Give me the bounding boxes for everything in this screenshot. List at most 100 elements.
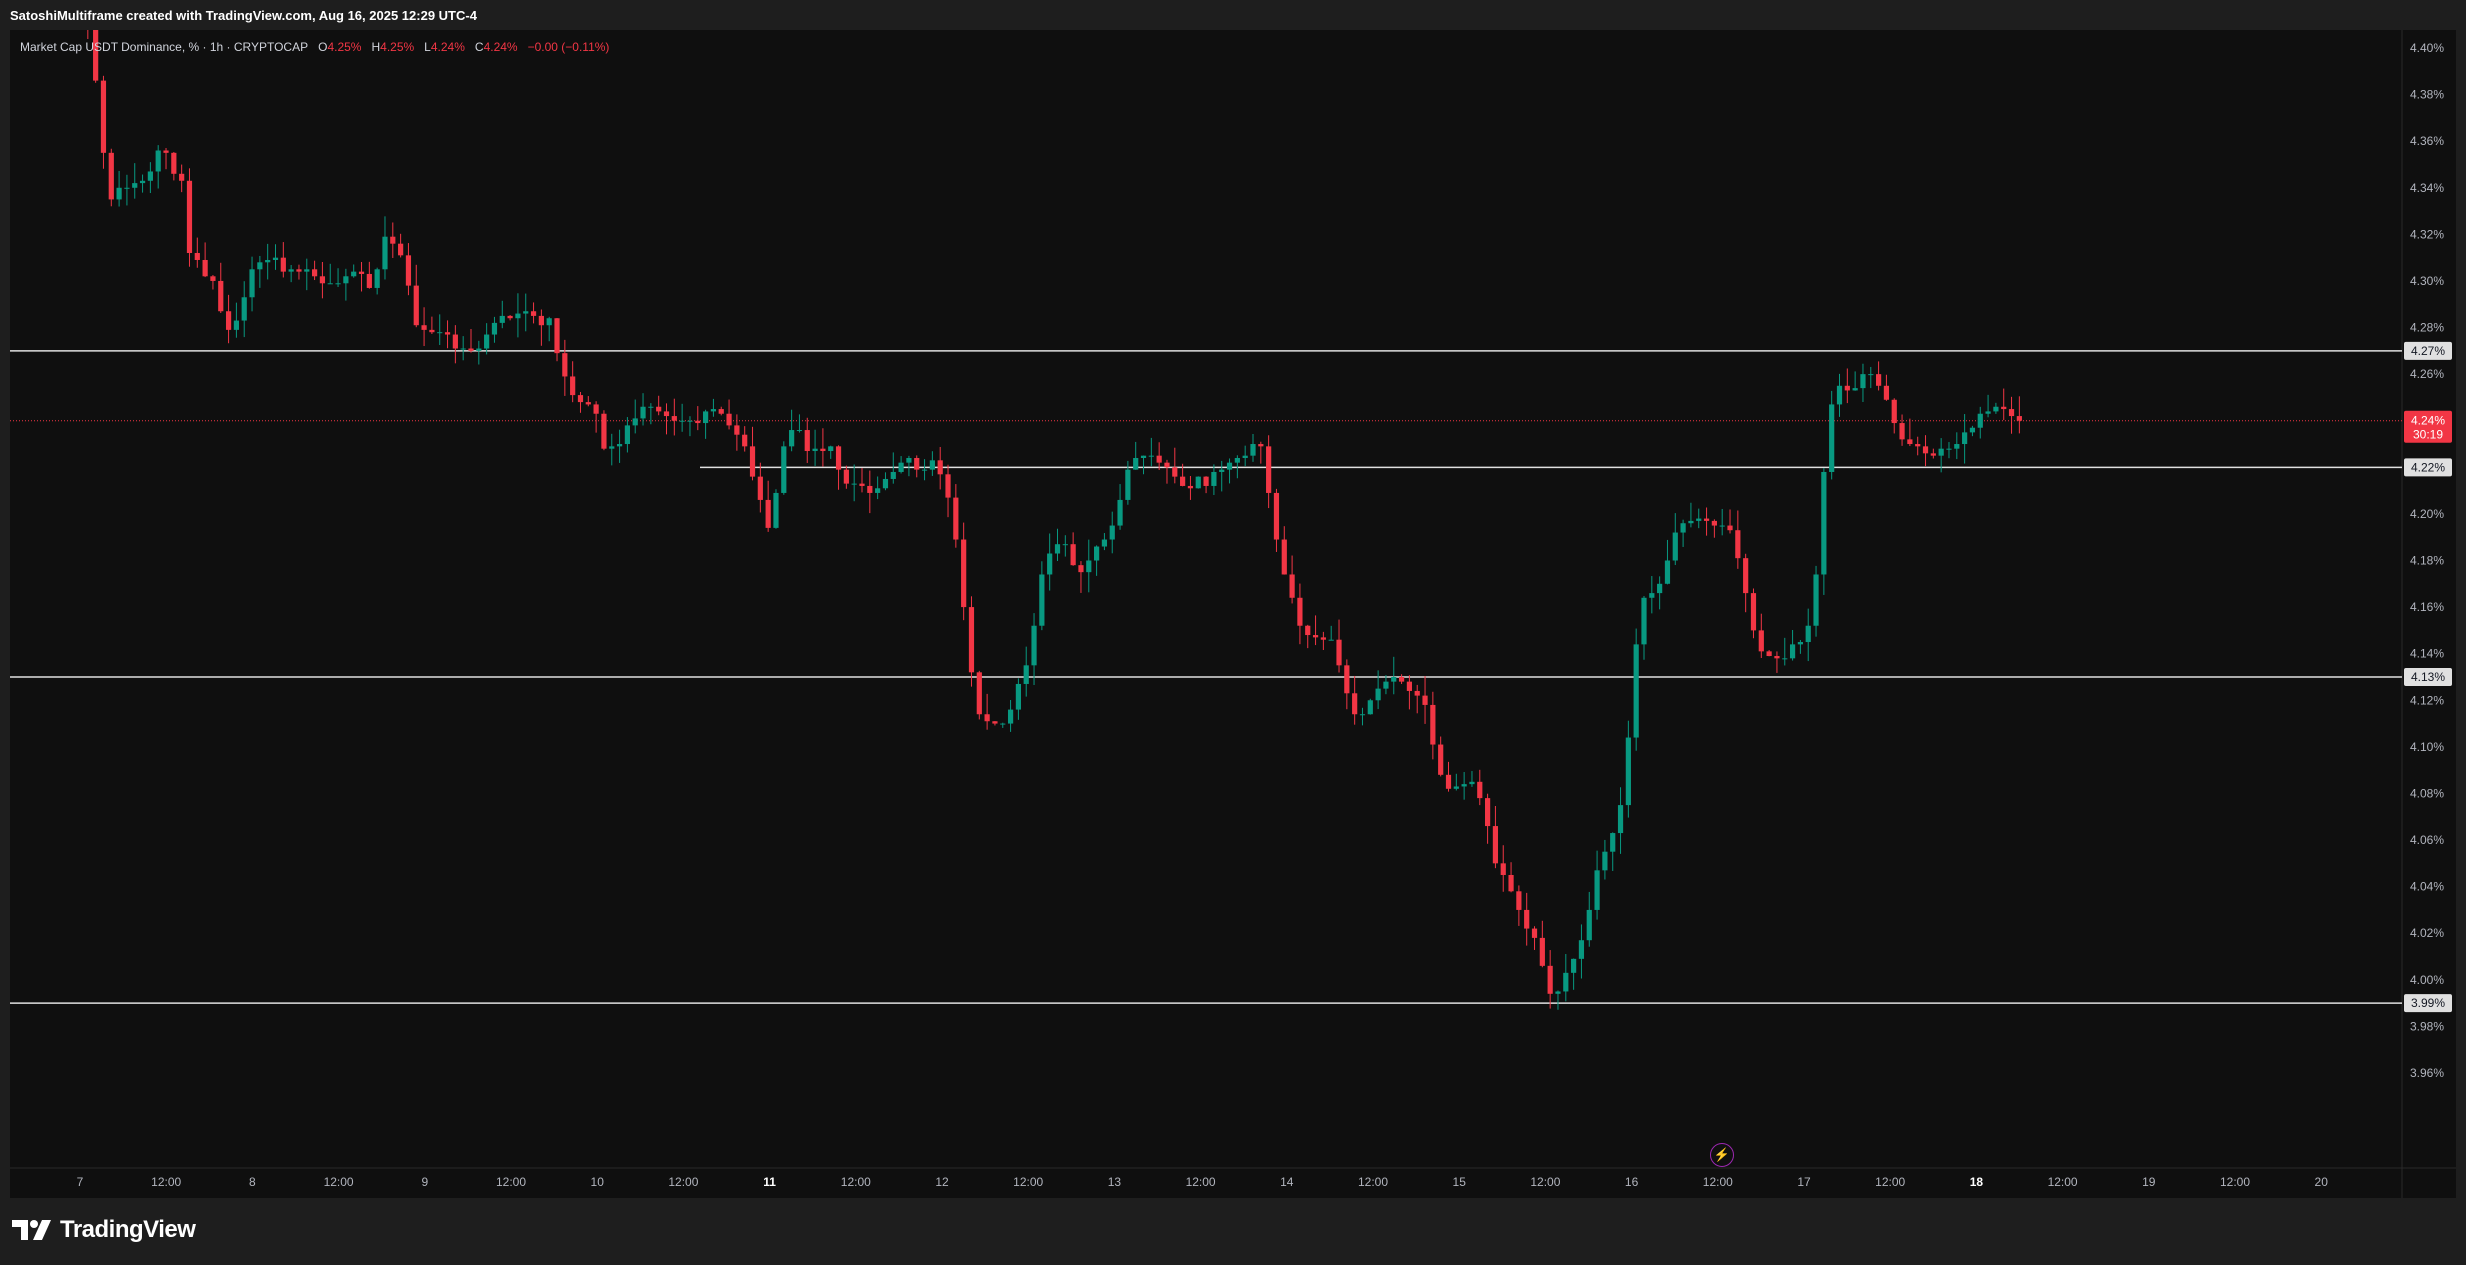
candle-body xyxy=(577,395,584,403)
candle-body xyxy=(1195,476,1201,489)
candle-body xyxy=(749,446,756,477)
candle-body xyxy=(851,483,857,485)
y-tick-label: 4.32% xyxy=(2410,227,2444,241)
candle-body xyxy=(992,721,998,724)
candle-body xyxy=(1031,625,1037,666)
tradingview-logo[interactable]: TradingView xyxy=(12,1216,196,1244)
x-tick-label: 12 xyxy=(935,1175,949,1189)
candle-body xyxy=(1344,665,1350,694)
candle-body xyxy=(1891,399,1897,424)
x-tick-label: 17 xyxy=(1797,1175,1811,1189)
candle-body xyxy=(1140,455,1147,458)
x-tick-label: 19 xyxy=(2142,1175,2156,1189)
candle-body xyxy=(538,315,544,326)
candle-body xyxy=(491,322,498,335)
candle-body xyxy=(1571,958,1577,973)
candle-body xyxy=(108,152,114,200)
candle-body xyxy=(296,269,302,272)
candle-body xyxy=(2008,409,2015,417)
candle-body xyxy=(1930,453,1936,456)
candle-body xyxy=(695,420,701,424)
candle-body xyxy=(1492,826,1499,864)
candle-body xyxy=(1406,681,1412,691)
candle-body xyxy=(1672,532,1678,561)
candle-body xyxy=(515,313,521,319)
price-line-badge xyxy=(2404,994,2452,1013)
candle-body xyxy=(1805,625,1811,643)
candle-body xyxy=(1797,642,1803,645)
candle-body xyxy=(444,332,451,335)
last-price-badge xyxy=(2404,410,2452,443)
candle-body xyxy=(1719,525,1725,527)
candle-body xyxy=(648,406,654,408)
y-tick-label: 4.40% xyxy=(2410,41,2444,55)
candle-body xyxy=(1829,404,1835,472)
x-tick-label: 12:00 xyxy=(2048,1175,2078,1189)
candle-body xyxy=(1242,455,1248,458)
y-tick-label: 4.16% xyxy=(2410,600,2444,614)
candle-body xyxy=(1946,448,1952,450)
x-tick-label: 11 xyxy=(763,1175,776,1189)
candle-body xyxy=(1180,476,1186,486)
candle-body xyxy=(1563,972,1569,992)
x-tick-label: 12:00 xyxy=(151,1175,181,1189)
candle-body xyxy=(398,243,404,256)
y-tick-label: 4.36% xyxy=(2410,134,2444,148)
candle-body xyxy=(1469,781,1475,785)
x-tick-label: 15 xyxy=(1453,1175,1467,1189)
open-label: O xyxy=(318,40,328,54)
candle-body xyxy=(1758,630,1764,652)
candle-body xyxy=(1602,851,1608,871)
candle-body xyxy=(1164,462,1170,468)
candle-body xyxy=(773,492,779,528)
candle-body xyxy=(1172,467,1178,477)
x-tick-label: 12:00 xyxy=(496,1175,526,1189)
candle-body xyxy=(1148,455,1154,457)
candle-body xyxy=(437,332,443,334)
candle-body xyxy=(1876,374,1882,386)
candle-body xyxy=(929,460,935,470)
candle-body xyxy=(452,334,458,349)
candle-body xyxy=(1187,485,1194,489)
candle-body xyxy=(366,273,372,288)
price-line-label: 4.13% xyxy=(2411,670,2445,684)
candle-body xyxy=(601,413,607,449)
candle-body xyxy=(1555,991,1561,994)
candle-body xyxy=(656,406,662,412)
price-chart[interactable]: 4.40% 4.38% 4.36% 4.34% 4.32% 4.30% 4.28% 4.26%… xyxy=(10,30,2456,1198)
candle-body xyxy=(484,334,490,349)
candle-body xyxy=(1680,523,1686,533)
candle-body xyxy=(523,311,529,314)
candle-body xyxy=(1696,518,1702,521)
candle-body xyxy=(210,276,216,281)
candle-body xyxy=(1383,681,1389,689)
candle-body xyxy=(1915,444,1921,447)
candle-body xyxy=(233,320,239,330)
candle-body xyxy=(585,402,591,405)
candle-body xyxy=(1007,709,1014,724)
candle-body xyxy=(272,257,279,260)
price-line-label: 3.99% xyxy=(2411,996,2445,1010)
candle-body xyxy=(155,150,161,172)
candle-body xyxy=(1203,476,1209,486)
low-value: 4.24% xyxy=(430,40,465,54)
candle-body xyxy=(1938,448,1944,456)
close-value: 4.24% xyxy=(483,40,518,54)
lightning-icon[interactable]: ⚡ xyxy=(1710,1143,1734,1167)
candle-body xyxy=(413,285,419,326)
candle-body xyxy=(1453,786,1459,789)
chart-area[interactable]: 4.40% 4.38% 4.36% 4.34% 4.32% 4.30% 4.28% 4.26%… xyxy=(10,30,2456,1198)
candle-body xyxy=(671,416,677,421)
candle-body xyxy=(812,448,818,452)
x-tick-label: 20 xyxy=(2315,1175,2329,1189)
candle-body xyxy=(1023,665,1029,684)
candle-body xyxy=(1531,928,1538,938)
candle-body xyxy=(1211,471,1217,486)
candle-body xyxy=(1774,656,1780,659)
candle-body xyxy=(1688,520,1694,524)
candle-body xyxy=(1954,444,1960,449)
candle-body xyxy=(843,469,849,484)
candle-body xyxy=(93,30,99,81)
candle-body xyxy=(1782,658,1788,660)
candle-body xyxy=(1641,597,1647,645)
